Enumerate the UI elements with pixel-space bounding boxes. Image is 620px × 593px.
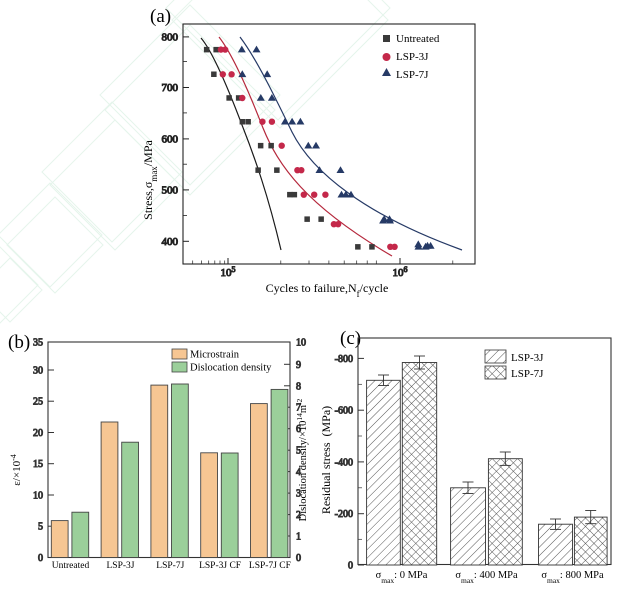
svg-text:LSP-7J: LSP-7J [511, 368, 544, 380]
svg-text:Dislocation density/×1014m-2: Dislocation density/×1014m-2 [295, 398, 310, 521]
svg-text:Untreated: Untreated [52, 561, 90, 571]
svg-text:(a): (a) [150, 6, 171, 27]
svg-text:LSP-3J: LSP-3J [511, 352, 544, 364]
svg-text:Untreated: Untreated [396, 33, 440, 45]
svg-text:800: 800 [162, 32, 179, 44]
svg-text:-400: -400 [335, 457, 353, 468]
svg-text:-200: -200 [335, 509, 353, 520]
svg-text:Residual stress (MPa): Residual stress (MPa) [319, 406, 333, 514]
svg-text:Microstrain: Microstrain [190, 350, 240, 361]
svg-text:400: 400 [162, 236, 179, 248]
svg-text:9: 9 [296, 360, 301, 371]
svg-text:106: 106 [393, 265, 408, 280]
svg-text:1: 1 [296, 532, 301, 543]
svg-text:ε/×10-4: ε/×10-4 [9, 454, 24, 486]
svg-text:30: 30 [33, 366, 43, 377]
svg-text:σmax: 0 MPa: σmax: 0 MPa [376, 570, 428, 585]
svg-text:8: 8 [296, 381, 301, 392]
svg-text:-600: -600 [335, 406, 353, 417]
svg-text:0: 0 [38, 553, 43, 564]
svg-text:0: 0 [348, 561, 353, 572]
svg-text:-800: -800 [335, 354, 353, 365]
svg-text:LSP-3J: LSP-3J [107, 561, 135, 571]
svg-text:Dislocation density: Dislocation density [190, 363, 272, 374]
svg-text:σmax: 800 MPa: σmax: 800 MPa [541, 570, 604, 585]
svg-text:10: 10 [33, 491, 43, 502]
svg-text:5: 5 [38, 522, 43, 533]
svg-text:Cycles to failure,Nf/cycle: Cycles to failure,Nf/cycle [266, 281, 389, 299]
svg-text:35: 35 [33, 338, 43, 349]
svg-text:600: 600 [162, 134, 179, 146]
svg-text:LSP-7J: LSP-7J [156, 561, 184, 571]
svg-text:σmax: 400 MPa: σmax: 400 MPa [455, 570, 518, 585]
svg-text:105: 105 [221, 265, 236, 280]
svg-text:LSP-7J CF: LSP-7J CF [249, 561, 291, 571]
svg-text:10: 10 [296, 338, 306, 349]
svg-text:25: 25 [33, 397, 43, 408]
svg-text:0: 0 [296, 553, 301, 564]
svg-text:LSP-3J: LSP-3J [396, 51, 429, 63]
svg-text:LSP-7J: LSP-7J [396, 69, 429, 81]
svg-text:LSP-3J CF: LSP-3J CF [199, 561, 241, 571]
svg-text:700: 700 [162, 82, 179, 94]
svg-text:500: 500 [162, 185, 179, 197]
svg-text:(b): (b) [8, 332, 30, 353]
svg-text:20: 20 [33, 428, 43, 439]
svg-text:15: 15 [33, 459, 43, 470]
